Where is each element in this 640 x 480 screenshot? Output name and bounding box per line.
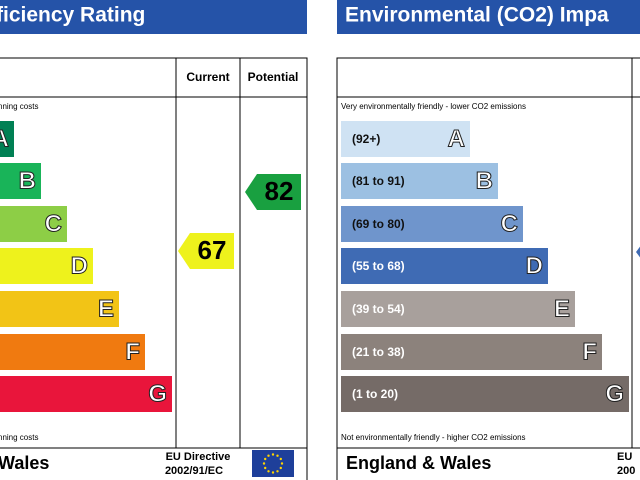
band-letter: B <box>476 167 493 194</box>
footer-directive: 2002/91/EC <box>165 465 223 477</box>
impact-band <box>341 334 602 370</box>
band-range: (21 to 38) <box>352 345 405 359</box>
eu-star <box>262 462 266 465</box>
band-range: (1 to 20) <box>352 387 398 401</box>
band-range: (39 to 54) <box>352 302 405 316</box>
band-letter: D <box>71 252 88 279</box>
eu-star <box>267 454 270 457</box>
eu-star <box>279 466 282 470</box>
band-letter: E <box>554 295 570 322</box>
rating-band <box>0 291 119 327</box>
footer-region: England & Wales <box>346 453 491 473</box>
eu-star <box>276 454 279 457</box>
rating-band <box>0 376 172 412</box>
band-range: (55 to 68) <box>352 259 405 273</box>
band-letter: B <box>19 167 36 194</box>
footer-directive: 200 <box>617 465 635 477</box>
band-range: (69 to 80) <box>352 217 405 231</box>
rating-band <box>0 163 41 199</box>
band-letter: A <box>0 125 9 152</box>
eu-star <box>271 453 275 456</box>
eu-star <box>271 471 275 474</box>
impact-band <box>341 163 498 199</box>
right-title: Environmental (CO2) Impa <box>345 4 609 27</box>
eu-star <box>279 457 282 461</box>
rating-band <box>0 121 14 157</box>
band-letter: C <box>45 210 62 237</box>
rating-band <box>0 248 93 284</box>
column-header: Potential <box>248 70 299 84</box>
eu-stars <box>262 453 284 474</box>
bottom-note: Not environmentally friendly - higher CO… <box>341 433 526 442</box>
impact-band <box>341 206 523 242</box>
band-letter: G <box>605 380 624 407</box>
eu-star <box>276 470 279 473</box>
footer-region: Wales <box>0 453 49 473</box>
eu-star <box>264 457 267 461</box>
eu-star <box>280 462 284 465</box>
current-arrow <box>178 233 234 269</box>
left-header-bar <box>0 0 307 34</box>
potential-rating: 82 <box>265 176 294 206</box>
right-header-bar <box>337 0 640 34</box>
band-letter: F <box>582 338 597 365</box>
band-letter: F <box>125 338 140 365</box>
band-letter: G <box>148 380 167 407</box>
top-note: nning costs <box>0 102 38 111</box>
eu-star <box>267 470 270 473</box>
band-letter: E <box>98 295 114 322</box>
impact-band <box>341 248 548 284</box>
rating-band <box>0 334 145 370</box>
left-title: ficiency Rating <box>0 4 145 27</box>
left-frame <box>0 57 308 480</box>
right-frame <box>336 57 640 480</box>
bottom-note: nning costs <box>0 433 38 442</box>
band-range: (81 to 91) <box>352 174 405 188</box>
footer-directive: EU <box>617 451 632 463</box>
column-header: Current <box>186 70 229 84</box>
impact-band <box>341 376 629 412</box>
top-note: Very environmentally friendly - lower CO… <box>341 102 526 111</box>
current-rating: 67 <box>198 235 227 265</box>
impact-band <box>341 291 575 327</box>
impact-band <box>341 121 470 157</box>
potential-arrow <box>245 174 301 210</box>
eu-star <box>264 466 267 470</box>
band-letter: A <box>448 125 465 152</box>
rating-band <box>0 206 67 242</box>
band-range: (92+) <box>352 132 380 146</box>
footer-directive: EU Directive <box>166 451 231 463</box>
band-letter: C <box>501 210 518 237</box>
arrow-fragment <box>636 246 640 258</box>
band-letter: D <box>526 252 543 279</box>
